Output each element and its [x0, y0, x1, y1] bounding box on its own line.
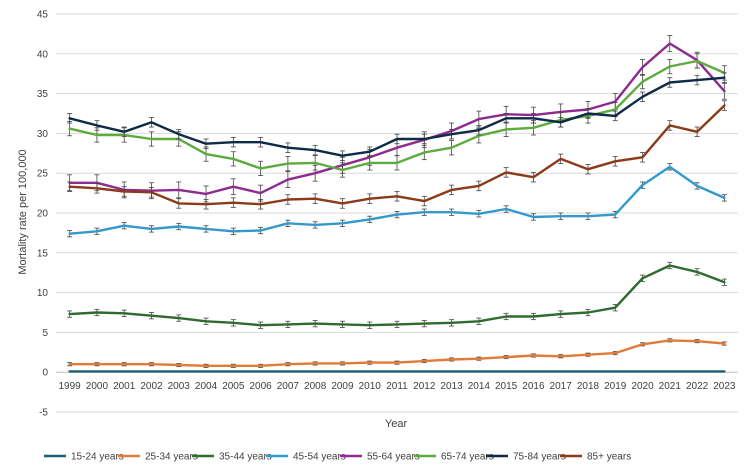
legend-label: 35-44 years	[219, 452, 272, 463]
series-line	[68, 76, 726, 157]
x-tick-label: 2001	[113, 381, 136, 392]
legend-item: 75-84 years	[486, 452, 566, 463]
y-axis-title: Mortality rate per 100,000	[17, 149, 29, 274]
x-tick-label: 2019	[604, 381, 627, 392]
x-tick-label: 2008	[304, 381, 327, 392]
legend-label: 45-54 years	[293, 452, 346, 463]
y-tick-label: -5	[39, 408, 48, 419]
series-35-44-years	[67, 261, 727, 329]
y-tick-label: 0	[42, 368, 48, 379]
x-tick-label: 2005	[222, 381, 245, 392]
legend-label: 55-64 years	[367, 452, 420, 463]
series-75-84-years	[67, 72, 727, 161]
y-tick-label: 25	[37, 169, 49, 180]
legend-item: 55-64 years	[340, 452, 420, 463]
x-tick-label: 2011	[386, 381, 408, 392]
y-tick-label: 10	[37, 288, 49, 299]
x-tick-label: 2000	[86, 381, 109, 392]
x-tick-label: 2013	[440, 381, 463, 392]
x-tick-label: 2021	[659, 381, 682, 392]
x-tick-label: 2022	[686, 381, 709, 392]
x-tick-label: 2017	[550, 381, 573, 392]
x-tick-label: 2007	[277, 381, 300, 392]
y-tick-label: 5	[42, 328, 48, 339]
series-lines	[67, 35, 727, 373]
y-tick-label: 40	[37, 49, 49, 60]
series-55-64-years	[67, 35, 727, 203]
legend-item: 65-74 years	[414, 452, 494, 463]
y-axis-ticks: -5 0 5 10 15 20 25 30 35 40 45	[37, 10, 49, 419]
legend: 15-24 years 25-34 years 35-44 years 45-54 y…	[44, 452, 631, 463]
x-tick-label: 2023	[713, 381, 736, 392]
y-tick-label: 45	[37, 10, 49, 21]
y-tick-label: 35	[37, 89, 49, 100]
legend-item: 35-44 years	[192, 452, 272, 463]
y-tick-label: 15	[37, 248, 49, 259]
legend-label: 85+ years	[587, 452, 631, 463]
legend-label: 15-24 years	[71, 452, 124, 463]
x-tick-label: 2016	[522, 381, 545, 392]
x-tick-label: 2004	[195, 381, 218, 392]
series-line	[68, 339, 726, 367]
legend-item: 85+ years	[560, 452, 631, 463]
x-tick-label: 2002	[140, 381, 163, 392]
legend-label: 65-74 years	[441, 452, 494, 463]
x-tick-label: 2003	[168, 381, 191, 392]
x-tick-label: 2009	[331, 381, 354, 392]
series-line	[68, 42, 726, 196]
x-tick-label: 2006	[249, 381, 272, 392]
x-axis-title: Year	[385, 418, 408, 430]
legend-label: 25-34 years	[145, 452, 198, 463]
x-tick-label: 2012	[413, 381, 436, 392]
series-line	[68, 104, 726, 206]
x-tick-label: 2020	[631, 381, 654, 392]
x-tick-label: 1999	[59, 381, 82, 392]
x-tick-label: 2018	[577, 381, 600, 392]
legend-label: 75-84 years	[513, 452, 566, 463]
legend-item: 15-24 years	[44, 452, 124, 463]
series-85-years	[67, 100, 727, 210]
series-line	[68, 264, 726, 327]
series-25-34-years	[67, 338, 727, 368]
x-axis-ticks: 1999 2000 2001 2002 2003 2004 2005 2006 2007 2008…	[59, 381, 736, 392]
y-tick-label: 30	[37, 129, 49, 140]
x-tick-label: 2015	[495, 381, 518, 392]
series-line	[68, 165, 726, 235]
x-tick-label: 2010	[359, 381, 382, 392]
legend-item: 25-34 years	[118, 452, 198, 463]
series-45-54-years	[67, 163, 727, 238]
legend-item: 45-54 years	[266, 452, 346, 463]
x-tick-label: 2014	[468, 381, 491, 392]
y-tick-label: 20	[37, 209, 49, 220]
